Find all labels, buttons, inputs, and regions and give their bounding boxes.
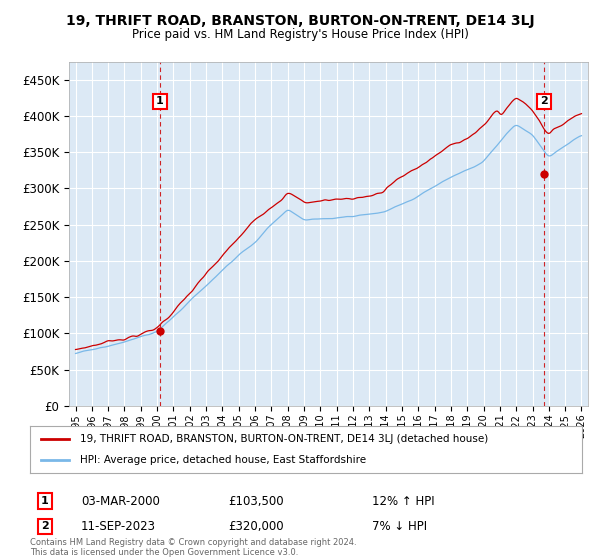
Text: 1: 1 [156, 96, 164, 106]
Text: 2: 2 [540, 96, 548, 106]
Text: £320,000: £320,000 [228, 520, 284, 533]
Text: 7% ↓ HPI: 7% ↓ HPI [372, 520, 427, 533]
Text: 1: 1 [41, 496, 49, 506]
Text: 19, THRIFT ROAD, BRANSTON, BURTON-ON-TRENT, DE14 3LJ: 19, THRIFT ROAD, BRANSTON, BURTON-ON-TRE… [65, 14, 535, 28]
Text: £103,500: £103,500 [228, 494, 284, 508]
Text: 11-SEP-2023: 11-SEP-2023 [81, 520, 156, 533]
Text: 03-MAR-2000: 03-MAR-2000 [81, 494, 160, 508]
Text: 12% ↑ HPI: 12% ↑ HPI [372, 494, 434, 508]
Text: 2: 2 [41, 521, 49, 531]
Text: Contains HM Land Registry data © Crown copyright and database right 2024.
This d: Contains HM Land Registry data © Crown c… [30, 538, 356, 557]
Text: Price paid vs. HM Land Registry's House Price Index (HPI): Price paid vs. HM Land Registry's House … [131, 28, 469, 41]
Text: HPI: Average price, detached house, East Staffordshire: HPI: Average price, detached house, East… [80, 455, 366, 465]
Text: 19, THRIFT ROAD, BRANSTON, BURTON-ON-TRENT, DE14 3LJ (detached house): 19, THRIFT ROAD, BRANSTON, BURTON-ON-TRE… [80, 434, 488, 444]
